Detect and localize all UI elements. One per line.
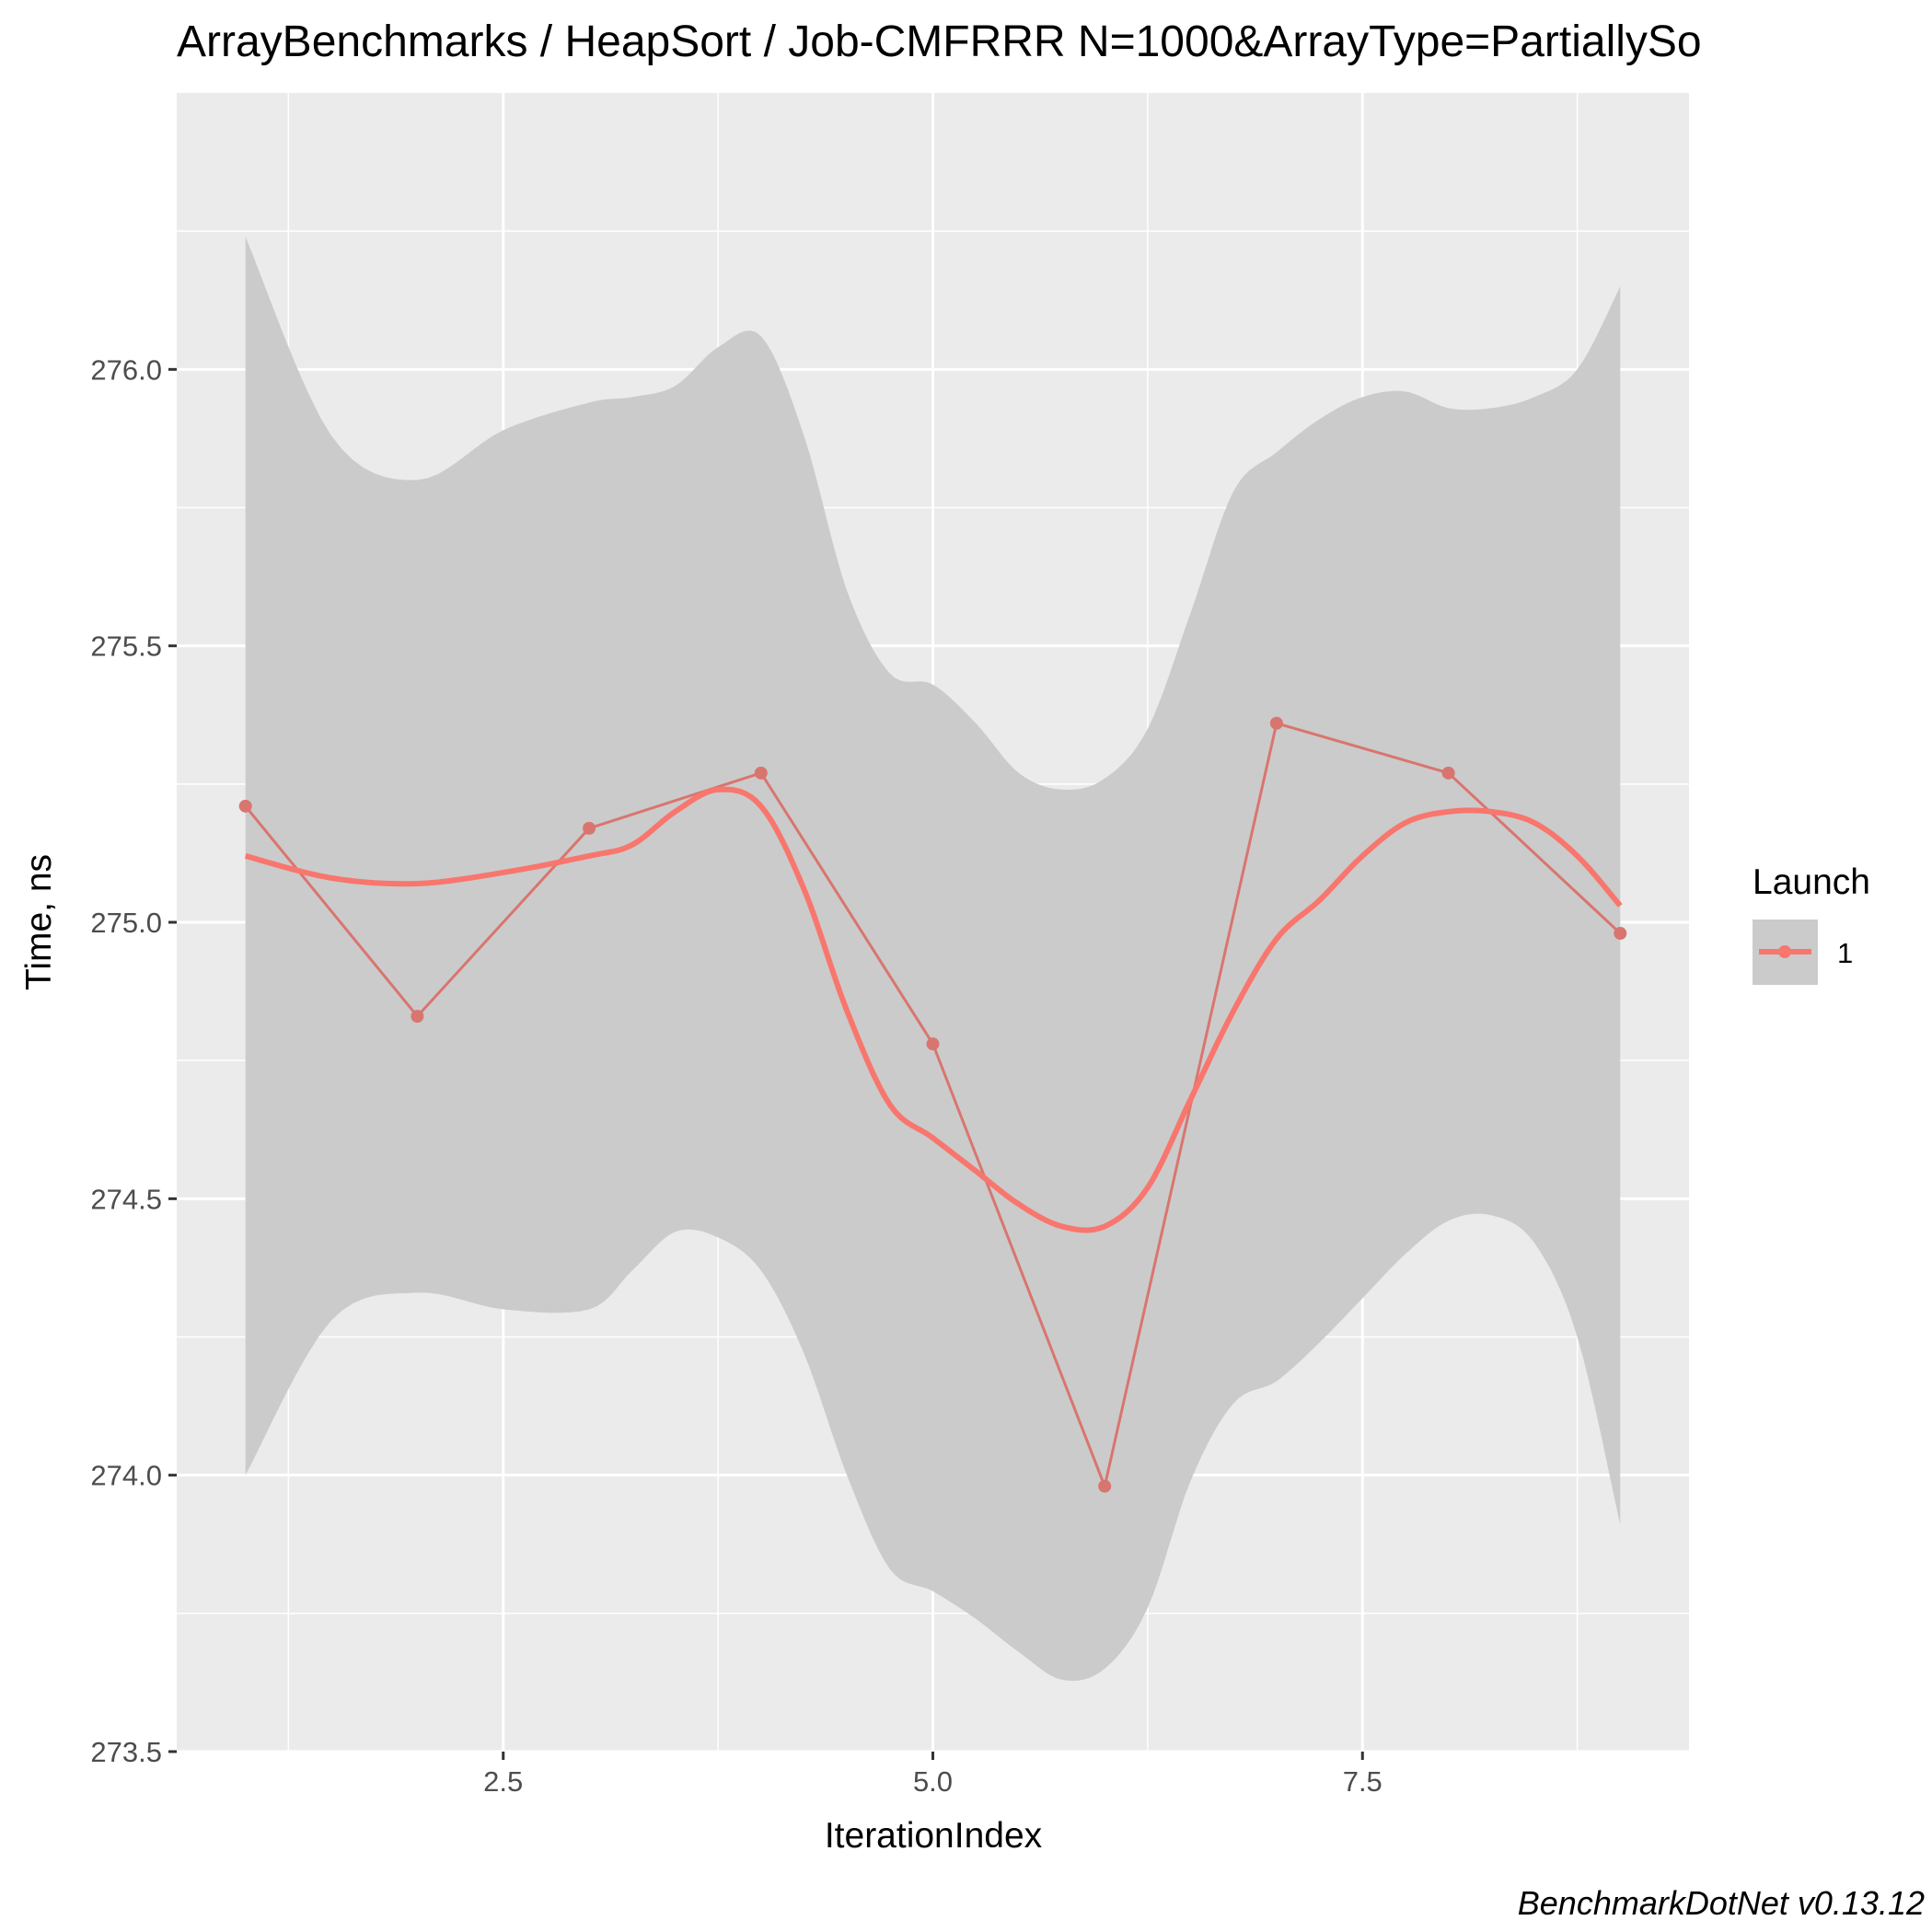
data-point xyxy=(583,822,596,835)
x-tick-label: 2.5 xyxy=(483,1765,523,1798)
x-axis-title: IterationIndex xyxy=(825,1816,1043,1856)
data-point xyxy=(1098,1480,1111,1493)
data-point xyxy=(239,800,252,813)
y-axis-title: Time, ns xyxy=(19,854,59,990)
legend-title: Launch xyxy=(1753,862,1870,902)
data-point xyxy=(1270,717,1283,730)
y-tick-label: 274.0 xyxy=(90,1460,162,1492)
y-tick-label: 274.5 xyxy=(90,1183,162,1215)
x-tick-label: 7.5 xyxy=(1343,1765,1382,1798)
legend: Launch 1 xyxy=(1753,862,1870,985)
data-point xyxy=(1614,927,1626,940)
data-point xyxy=(1442,767,1455,780)
y-tick-label: 273.5 xyxy=(90,1736,162,1768)
caption: BenchmarkDotNet v0.13.12 xyxy=(1518,1884,1925,1922)
data-point xyxy=(755,767,768,780)
x-tick-label: 5.0 xyxy=(913,1765,953,1798)
y-tick-label: 275.5 xyxy=(90,631,162,663)
data-point xyxy=(411,1010,423,1023)
y-axis: 273.5 274.0 274.5 275.0 275.5 276.0 xyxy=(90,353,177,1768)
y-tick-label: 275.0 xyxy=(90,907,162,939)
x-axis: 2.5 5.0 7.5 xyxy=(483,1752,1382,1798)
y-tick-label: 276.0 xyxy=(90,353,162,386)
data-point xyxy=(927,1037,940,1050)
legend-label: 1 xyxy=(1837,937,1853,969)
chart-title: ArrayBenchmarks / HeapSort / Job-CMFRRR … xyxy=(177,17,1702,66)
legend-key-point xyxy=(1778,945,1791,958)
